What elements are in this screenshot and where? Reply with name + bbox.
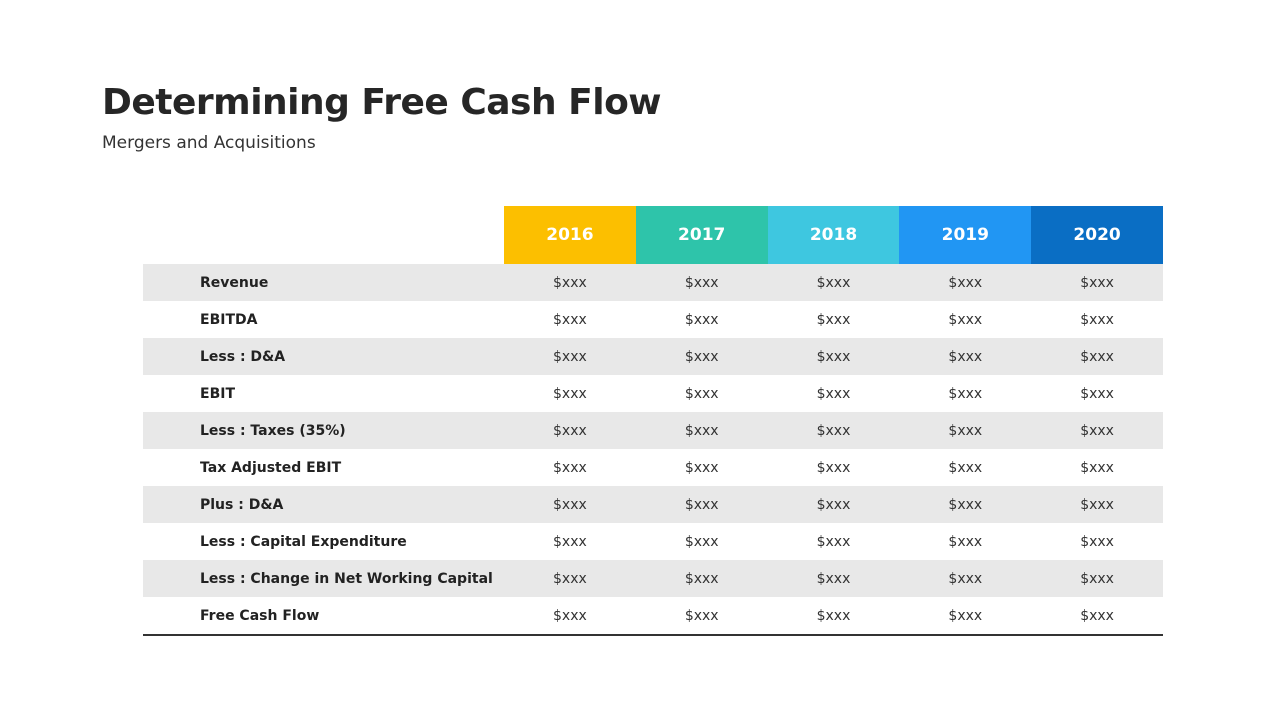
- row-label: Plus : D&A: [143, 486, 504, 523]
- free-cash-flow-table: 2016 2017 2018 2019 2020 Revenue $xxx $x…: [143, 206, 1163, 636]
- value-cell: $xxx: [635, 486, 768, 523]
- value-cell: $xxx: [504, 412, 636, 449]
- year-header-2019: 2019: [899, 206, 1032, 264]
- value-cell: $xxx: [504, 264, 636, 301]
- table-row-less-da: Less : D&A $xxx $xxx $xxx $xxx $xxx: [143, 338, 1163, 375]
- page-title: Determining Free Cash Flow: [102, 82, 662, 123]
- value-cell: $xxx: [553, 311, 587, 328]
- value-cell: $xxx: [635, 560, 768, 597]
- value-cell: $xxx: [816, 533, 851, 550]
- table-row-free-cash-flow: Free Cash Flow $xxx $xxx $xxx $xxx $xxx: [143, 597, 1163, 636]
- value-cell: $xxx: [1031, 264, 1163, 301]
- value-cell: $xxx: [684, 311, 719, 328]
- value-cell: $xxx: [1031, 412, 1163, 449]
- table-header-corner: [143, 206, 504, 264]
- value-cell: $xxx: [767, 412, 900, 449]
- year-header-2017: 2017: [635, 206, 768, 264]
- row-label: EBIT: [200, 385, 235, 402]
- value-cell: $xxx: [553, 459, 587, 476]
- year-header-2016: 2016: [504, 206, 636, 264]
- value-cell: $xxx: [635, 264, 768, 301]
- value-cell: $xxx: [948, 533, 983, 550]
- value-cell: $xxx: [553, 533, 587, 550]
- table-row-revenue: Revenue $xxx $xxx $xxx $xxx $xxx: [143, 264, 1163, 301]
- value-cell: $xxx: [767, 560, 900, 597]
- value-cell: $xxx: [899, 597, 1032, 636]
- row-label: Less : Change in Net Working Capital: [143, 560, 504, 597]
- value-cell: $xxx: [1080, 533, 1114, 550]
- value-cell: $xxx: [767, 597, 900, 636]
- year-header-2018: 2018: [767, 206, 900, 264]
- value-cell: $xxx: [767, 486, 900, 523]
- value-cell: $xxx: [1031, 486, 1163, 523]
- value-cell: $xxx: [635, 338, 768, 375]
- value-cell: $xxx: [1080, 311, 1114, 328]
- value-cell: $xxx: [899, 338, 1032, 375]
- value-cell: $xxx: [635, 597, 768, 636]
- value-cell: $xxx: [816, 385, 851, 402]
- row-label: EBITDA: [200, 311, 258, 328]
- value-cell: $xxx: [1080, 459, 1114, 476]
- table-row-tax-adjusted-ebit: Tax Adjusted EBIT $xxx $xxx $xxx $xxx $x…: [143, 449, 1163, 486]
- table-row-less-change-nwc: Less : Change in Net Working Capital $xx…: [143, 560, 1163, 597]
- row-label: Tax Adjusted EBIT: [200, 459, 342, 476]
- value-cell: $xxx: [816, 459, 851, 476]
- table-row-less-taxes: Less : Taxes (35%) $xxx $xxx $xxx $xxx $…: [143, 412, 1163, 449]
- value-cell: $xxx: [767, 264, 900, 301]
- table-row-plus-da: Plus : D&A $xxx $xxx $xxx $xxx $xxx: [143, 486, 1163, 523]
- value-cell: $xxx: [899, 560, 1032, 597]
- table-row-ebitda: EBITDA $xxx $xxx $xxx $xxx $xxx: [143, 301, 1163, 338]
- value-cell: $xxx: [504, 338, 636, 375]
- value-cell: $xxx: [948, 311, 983, 328]
- value-cell: $xxx: [504, 486, 636, 523]
- value-cell: $xxx: [504, 560, 636, 597]
- value-cell: $xxx: [899, 486, 1032, 523]
- row-label: Less : Capital Expenditure: [200, 533, 407, 550]
- value-cell: $xxx: [899, 412, 1032, 449]
- row-label: Less : Taxes (35%): [143, 412, 504, 449]
- year-header-2020: 2020: [1031, 206, 1163, 264]
- value-cell: $xxx: [684, 533, 719, 550]
- value-cell: $xxx: [684, 385, 719, 402]
- table-row-ebit: EBIT $xxx $xxx $xxx $xxx $xxx: [143, 375, 1163, 412]
- value-cell: $xxx: [1031, 597, 1163, 636]
- value-cell: $xxx: [899, 264, 1032, 301]
- value-cell: $xxx: [948, 459, 983, 476]
- value-cell: $xxx: [816, 311, 851, 328]
- row-label: Revenue: [143, 264, 504, 301]
- value-cell: $xxx: [504, 597, 636, 636]
- page-subtitle: Mergers and Acquisitions: [102, 133, 316, 153]
- table-row-less-capital-expenditure: Less : Capital Expenditure $xxx $xxx $xx…: [143, 523, 1163, 560]
- value-cell: $xxx: [1031, 560, 1163, 597]
- value-cell: $xxx: [1031, 338, 1163, 375]
- row-label: Less : D&A: [143, 338, 504, 375]
- value-cell: $xxx: [553, 385, 587, 402]
- row-label: Free Cash Flow: [143, 597, 504, 636]
- value-cell: $xxx: [635, 412, 768, 449]
- value-cell: $xxx: [1080, 385, 1114, 402]
- value-cell: $xxx: [684, 459, 719, 476]
- table-header-row: 2016 2017 2018 2019 2020: [143, 206, 1163, 264]
- value-cell: $xxx: [767, 338, 900, 375]
- value-cell: $xxx: [948, 385, 983, 402]
